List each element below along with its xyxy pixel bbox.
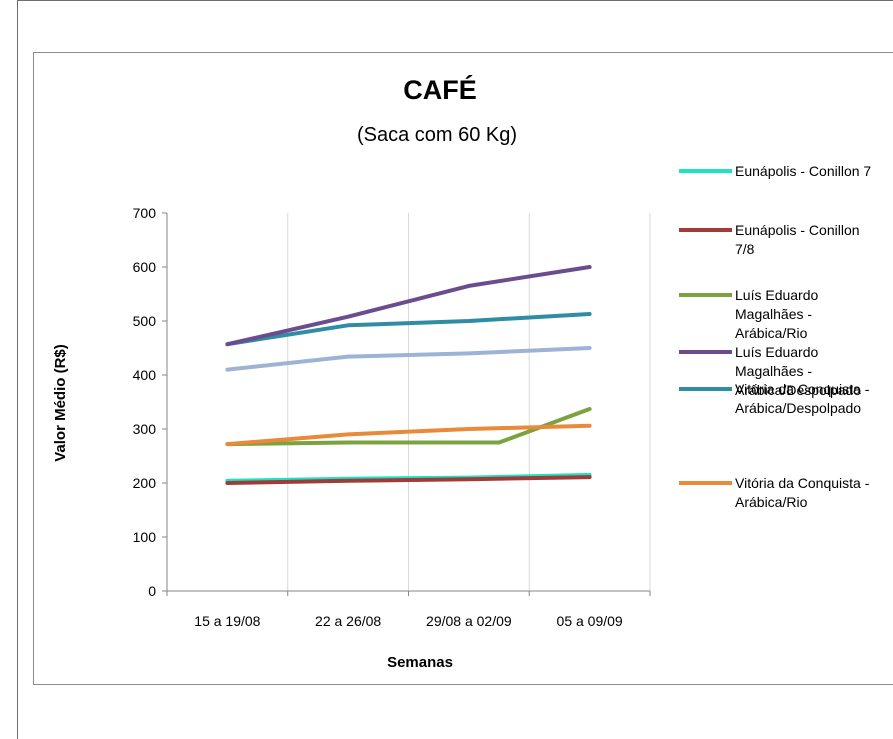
- legend: Eunápolis - Conillon 7 Eunápolis - Conill…: [679, 163, 871, 510]
- x-tick-label: 29/08 a 02/09: [426, 613, 512, 629]
- y-tick-label: 600: [133, 259, 157, 275]
- axes: 0 100 200 300 400 500 600 700 15 a 19/08 22 a 26/…: [133, 205, 651, 629]
- y-tick-label: 700: [133, 205, 157, 221]
- series-line: [225, 407, 592, 447]
- legend-label: Luís Eduardo: [735, 287, 818, 303]
- y-tick-label: 300: [133, 421, 157, 437]
- y-tick-label: 200: [133, 475, 157, 491]
- legend-label: Arábica/Rio: [735, 325, 808, 341]
- x-tick-label: 22 a 26/08: [315, 613, 381, 629]
- legend-label: Luís Eduardo: [735, 344, 818, 360]
- series-lines: [225, 265, 592, 485]
- legend-label: Arábica/Rio: [735, 494, 808, 510]
- series-line: [225, 475, 592, 485]
- x-tick-label: 15 a 19/08: [194, 613, 260, 629]
- legend-label: Magalhães -: [735, 363, 812, 379]
- series-line: [225, 346, 592, 372]
- grid-lines: [287, 213, 651, 591]
- sheet-border-left: [17, 0, 18, 739]
- y-tick-label: 500: [133, 313, 157, 329]
- legend-label: 7/8: [735, 241, 755, 257]
- chart-subtitle: (Saca com 60 Kg): [357, 124, 517, 146]
- sheet-border-top: [17, 0, 893, 1]
- y-tick-label: 100: [133, 529, 157, 545]
- series-line: [225, 423, 592, 447]
- x-axis-label: Semanas: [387, 654, 453, 671]
- legend-label: Arábica/Despolpado: [735, 382, 861, 398]
- chart-title: CAFÉ: [403, 74, 477, 105]
- legend-label: Magalhães -: [735, 306, 812, 322]
- legend-label: Eunápolis - Conillon: [735, 222, 860, 238]
- x-tick-label: 05 a 09/09: [557, 613, 623, 629]
- series-line: [225, 312, 592, 347]
- y-tick-label: 0: [148, 583, 156, 599]
- y-tick-label: 400: [133, 367, 157, 383]
- legend-label: Vitória da Conquista -: [735, 381, 870, 397]
- chart-frame: [33, 52, 893, 685]
- legend-label: Arábica/Despolpado: [735, 400, 861, 416]
- y-axis-label: Valor Médio (R$): [52, 344, 69, 462]
- legend-label: Vitória da Conquista -: [735, 475, 870, 491]
- legend-label: Eunápolis - Conillon 7: [735, 163, 871, 179]
- series-line: [225, 265, 592, 347]
